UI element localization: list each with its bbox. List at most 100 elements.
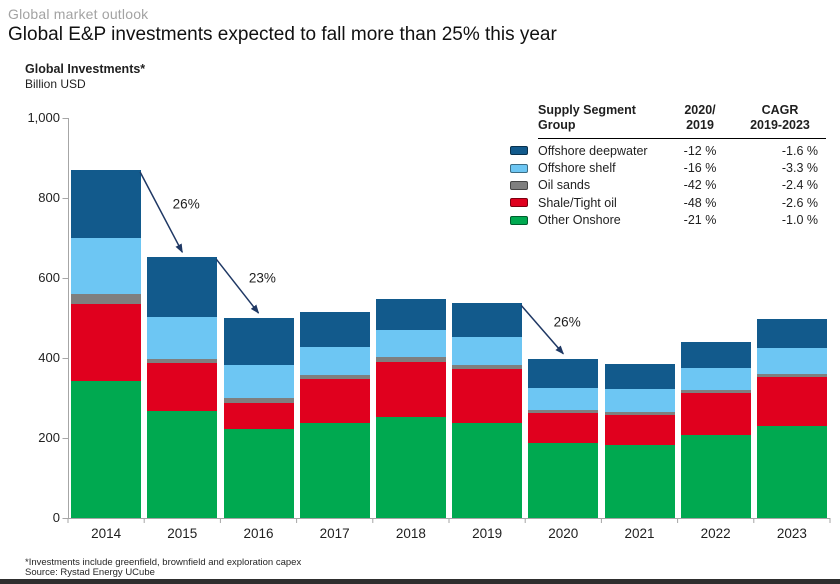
x-tick-label-2015: 2015	[167, 526, 198, 541]
bar-2015	[147, 257, 218, 518]
bar-segment-other-onshore-2019	[452, 423, 523, 518]
bar-2020	[528, 358, 599, 518]
legend-swatch-cell-shale-tight-oil	[504, 198, 538, 208]
x-tick-label-2019: 2019	[472, 526, 503, 541]
bar-segment-offshore-deepwater-2023	[756, 318, 827, 349]
bar-segment-shale-tight-oil-2021	[604, 415, 675, 446]
legend-pct-other-onshore: -21 %	[683, 213, 717, 228]
decline-arrow-label-2014-2015: 26%	[172, 196, 200, 212]
footnote-source: Source: Rystad Energy UCube	[25, 567, 155, 578]
legend-label-other-onshore: Other Onshore	[538, 213, 621, 228]
decline-arrow-label-2015-2016: 23%	[248, 270, 276, 286]
bar-segment-oil-sands-2015	[147, 359, 218, 364]
legend-swatch-cell-offshore-shelf	[504, 163, 538, 173]
footnote-capex: *Investments include greenfield, brownfi…	[25, 557, 302, 568]
bar-segment-oil-sands-2017	[299, 374, 370, 380]
legend-pct-offshore-deepwater: -12 %	[683, 143, 717, 158]
stacked-bar-chart: 2014 2015 2016 2017 2018 2019 2020 2021 2022 2023	[68, 118, 830, 541]
legend-swatch-cell-oil-sands	[504, 180, 538, 190]
bar-segment-oil-sands-2020	[528, 410, 599, 414]
bar-segment-shale-tight-oil-2020	[528, 413, 599, 444]
legend-label-offshore-shelf: Offshore shelf	[538, 161, 616, 176]
legend-cagr-oil-sands: -2.4 %	[781, 178, 818, 193]
bar-segment-shale-tight-oil-2016	[223, 402, 294, 430]
bar-segment-shale-tight-oil-2017	[299, 379, 370, 423]
legend-rows: Offshore deepwater -12 % -1.6 % Offshore sh…	[504, 142, 826, 229]
page-title: Global E&P investments expected to fall …	[8, 24, 557, 45]
bar-segment-other-onshore-2016	[223, 429, 294, 518]
slide-kicker: Global market outlook	[8, 6, 149, 22]
chart-unit-label: Billion USD	[25, 77, 86, 91]
bar-segment-offshore-shelf-2018	[375, 330, 446, 358]
bar-segment-offshore-deepwater-2019	[452, 303, 523, 337]
legend-pct-offshore-shelf: -16 %	[683, 161, 717, 176]
chart-title: Global Investments*	[25, 62, 146, 76]
bar-segment-other-onshore-2022	[680, 434, 751, 518]
legend-label-shale-tight-oil: Shale/Tight oil	[538, 195, 617, 210]
legend-row-offshore-shelf: Offshore shelf -16 % -3.3 %	[504, 159, 826, 176]
bar-2021	[604, 364, 675, 518]
legend-swatch-oil-sands-icon	[510, 180, 528, 190]
bar-segment-offshore-shelf-2023	[756, 348, 827, 375]
y-tick-label-200: 200	[38, 430, 60, 445]
bar-segment-offshore-shelf-2022	[680, 368, 751, 391]
bar-segment-offshore-deepwater-2018	[375, 298, 446, 331]
bar-segment-oil-sands-2016	[223, 398, 294, 403]
legend-cagr-offshore-shelf: -3.3 %	[781, 161, 818, 176]
bar-segment-offshore-deepwater-2015	[147, 257, 218, 318]
legend-swatch-cell-other-onshore	[504, 215, 538, 225]
bar-2017	[299, 312, 370, 518]
bottom-divider-bar	[0, 579, 840, 584]
legend-cagr-other-onshore: -1.0 %	[781, 213, 818, 228]
x-tick-label-2016: 2016	[243, 526, 274, 541]
legend-header-cagr: CAGR 2019-2023	[734, 102, 826, 139]
y-tick-label-600: 600	[38, 270, 60, 285]
bar-segment-shale-tight-oil-2023	[756, 377, 827, 426]
bar-segment-offshore-deepwater-2014	[71, 170, 142, 239]
bar-segment-offshore-shelf-2015	[147, 317, 218, 360]
legend-header-2020-2019: 2020/ 2019	[666, 102, 734, 139]
legend-swatch-offshore-deepwater-icon	[510, 146, 528, 156]
bar-2018	[375, 298, 446, 518]
bar-segment-offshore-deepwater-2022	[680, 341, 751, 369]
bar-segment-offshore-shelf-2020	[528, 388, 599, 411]
legend-swatch-shale-tight-oil-icon	[510, 198, 528, 208]
y-tick-label-800: 800	[38, 190, 60, 205]
decline-arrow-label-2019-2020: 26%	[553, 314, 581, 329]
bar-segment-offshore-shelf-2017	[299, 346, 370, 375]
bar-2014	[71, 170, 142, 518]
x-tick-label-2021: 2021	[624, 526, 655, 541]
bar-segment-other-onshore-2015	[147, 410, 218, 518]
x-tick-label-2022: 2022	[700, 526, 731, 541]
legend-header-spacer	[504, 102, 538, 139]
legend-header-row: Supply Segment Group 2020/ 2019 CAGR 201…	[504, 102, 826, 139]
legend-table: Supply Segment Group 2020/ 2019 CAGR 201…	[504, 102, 826, 229]
legend-cagr-offshore-deepwater: -1.6 %	[781, 143, 818, 158]
legend-header-segment: Supply Segment Group	[538, 102, 666, 139]
legend-pct-oil-sands: -42 %	[683, 178, 717, 193]
bar-segment-offshore-shelf-2019	[452, 336, 523, 365]
bar-segment-offshore-deepwater-2016	[223, 318, 294, 365]
x-tick-label-2018: 2018	[395, 526, 426, 541]
legend-row-shale-tight-oil: Shale/Tight oil -48 % -2.6 %	[504, 194, 826, 211]
bar-2022	[680, 341, 751, 518]
bar-segment-oil-sands-2022	[680, 390, 751, 394]
bar-segment-oil-sands-2023	[756, 374, 827, 378]
bar-segment-shale-tight-oil-2015	[147, 363, 218, 411]
legend-pct-shale-tight-oil: -48 %	[683, 195, 717, 210]
bar-segment-other-onshore-2014	[71, 380, 142, 518]
bar-segment-shale-tight-oil-2018	[375, 361, 446, 418]
bar-segment-other-onshore-2021	[604, 445, 675, 518]
bar-segment-offshore-shelf-2016	[223, 364, 294, 399]
bar-segment-offshore-deepwater-2021	[604, 364, 675, 390]
x-tick-label-2020: 2020	[548, 526, 579, 541]
legend-label-offshore-deepwater: Offshore deepwater	[538, 143, 648, 158]
bar-segment-shale-tight-oil-2022	[680, 393, 751, 435]
legend-swatch-cell-offshore-deepwater	[504, 146, 538, 156]
bar-segment-oil-sands-2014	[71, 294, 142, 305]
x-tick-label-2023: 2023	[776, 526, 807, 541]
bar-segment-shale-tight-oil-2014	[71, 304, 142, 381]
bar-segment-other-onshore-2018	[375, 417, 446, 518]
bar-segment-offshore-shelf-2014	[71, 238, 142, 295]
